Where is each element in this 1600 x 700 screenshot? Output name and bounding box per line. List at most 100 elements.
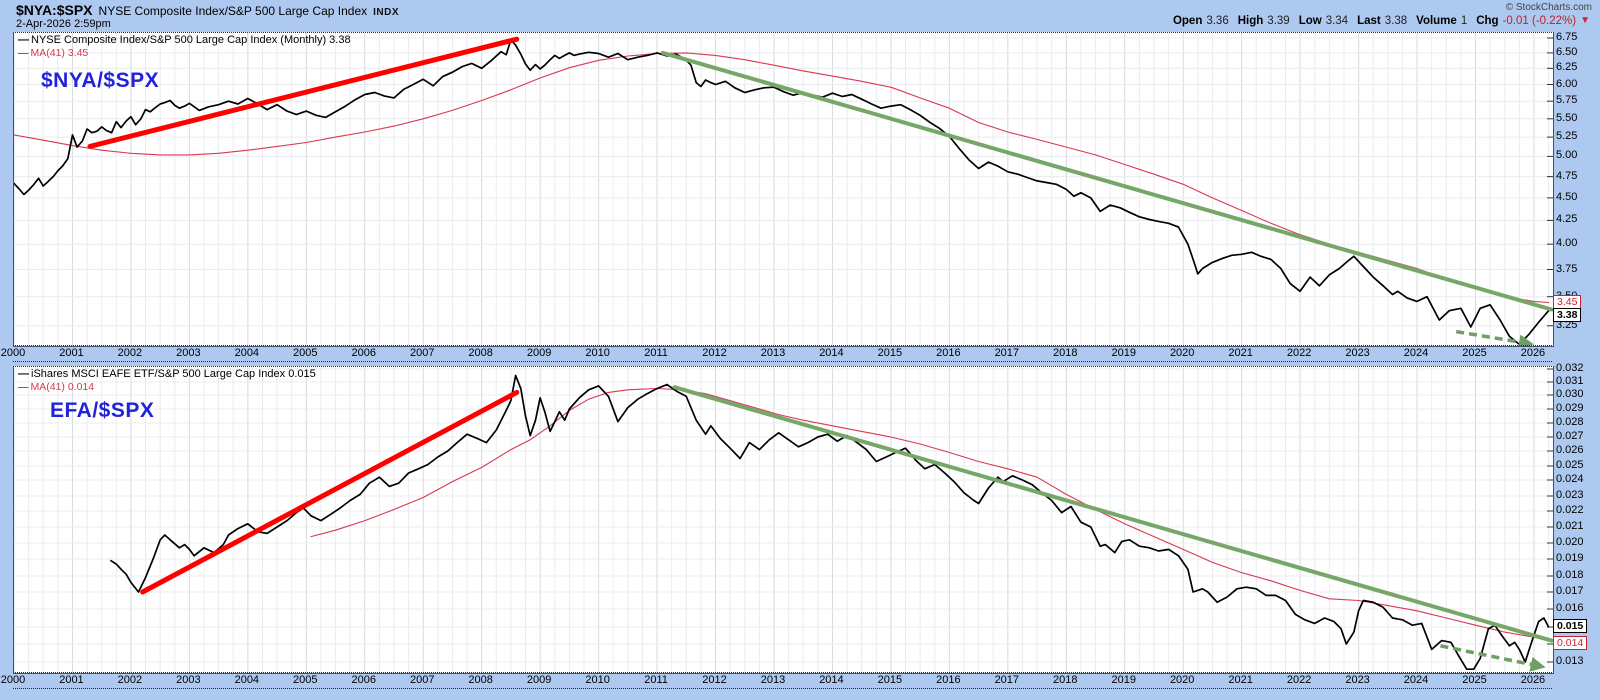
x-year-label: 2011	[644, 674, 668, 686]
y-tick-label: 6.50	[1556, 45, 1578, 58]
y-tick-label: 4.00	[1556, 237, 1578, 250]
x-year-label: 2006	[351, 347, 376, 359]
y-tick-label: 4.50	[1556, 190, 1578, 203]
y-tick-label: 0.026	[1556, 444, 1584, 456]
y-tick-label: 0.028	[1556, 416, 1584, 428]
y-tick-label: 6.25	[1556, 61, 1578, 74]
x-year-label: 2021	[1228, 347, 1253, 359]
quote-value: 1	[1460, 15, 1468, 27]
y-tick-label: 5.00	[1556, 149, 1578, 162]
y-tick-label: 0.017	[1556, 585, 1584, 597]
legend-price-nya: — NYSE Composite Index/S&P 500 Large Cap …	[18, 34, 351, 46]
x-year-label: 2011	[644, 347, 668, 359]
x-year-label: 2018	[1053, 347, 1078, 359]
x-year-label: 2023	[1345, 347, 1370, 359]
x-year-label: 2014	[819, 674, 844, 686]
x-year-label: 2008	[468, 674, 493, 686]
legend-dash-icon: —	[18, 47, 28, 59]
x-year-label: 2022	[1286, 674, 1312, 686]
x-year-label: 2018	[1053, 674, 1078, 686]
nya-spx-plot	[14, 33, 1553, 346]
x-year-label: 2020	[1169, 674, 1195, 686]
x-year-label: 2010	[585, 347, 610, 359]
x-year-label: 2023	[1345, 674, 1370, 686]
y-tick-label: 0.032	[1556, 362, 1584, 374]
x-year-label: 2024	[1403, 347, 1429, 359]
x-year-label: 2000	[0, 674, 26, 686]
x-year-label: 2016	[936, 347, 961, 359]
x-year-label: 2016	[936, 674, 961, 686]
legend-ma-nya: — MA(41) 3.45	[18, 47, 88, 59]
x-year-label: 2026	[1520, 347, 1546, 359]
y-tick-label: 5.75	[1556, 94, 1578, 107]
symbol-title: $NYA:$SPX	[16, 2, 93, 18]
x-year-label: 2014	[819, 347, 844, 359]
x-year-label: 2005	[293, 674, 318, 686]
y-tick-label: 0.029	[1556, 402, 1584, 414]
watermark-efa-spx: EFA/$SPX	[50, 399, 155, 422]
y-tick-label: 0.024	[1556, 473, 1584, 485]
x-year-label: 2010	[585, 674, 610, 686]
efa-spx-plot	[14, 367, 1553, 673]
y-tick-label: 4.75	[1556, 169, 1578, 182]
x-year-label: 2015	[877, 674, 903, 686]
x-year-label: 2015	[877, 347, 903, 359]
x-year-label: 2005	[293, 347, 318, 359]
legend-ma-label: MA(41) 0.014	[30, 381, 95, 393]
x-year-label: 2004	[234, 347, 260, 359]
y-tick-label: 0.013	[1556, 655, 1584, 667]
quote-value: 3.39	[1267, 15, 1290, 27]
panel-efa-spx: — iShares MSCI EAFE ETF/S&P 500 Large Cap…	[13, 366, 1554, 674]
x-year-label: 2017	[994, 347, 1020, 359]
quote-value: -0.01 (-0.22%)	[1502, 15, 1577, 27]
y-tick-label: 0.030	[1556, 388, 1584, 400]
x-year-label: 2009	[526, 674, 552, 686]
x-year-label: 2003	[176, 674, 201, 686]
x-year-label: 2024	[1403, 674, 1429, 686]
quote-value: 3.38	[1384, 15, 1408, 27]
quote-value: 3.34	[1325, 15, 1349, 27]
y-tick-label: 0.020	[1556, 536, 1584, 548]
panel-nya-spx: — NYSE Composite Index/S&P 500 Large Cap …	[13, 32, 1554, 347]
quote-label: Last	[1357, 15, 1381, 27]
x-year-label: 2025	[1462, 347, 1487, 359]
x-year-label: 2012	[702, 674, 727, 686]
quote-label: High	[1237, 15, 1264, 27]
x-year-label: 2004	[234, 674, 260, 686]
x-year-label: 2007	[409, 347, 435, 359]
legend-dash-icon: —	[18, 368, 29, 380]
y-tick-label: 0.021	[1556, 520, 1584, 532]
y-tick-label: 0.023	[1556, 489, 1584, 501]
y-tick-label: 0.019	[1556, 552, 1584, 564]
last-price-box: 3.38	[1553, 308, 1582, 323]
quote-summary: Open 3.36 High 3.39 Low 3.34 Last 3.38 Volume 1 Ch…	[1164, 15, 1590, 27]
y-tick-label: 6.75	[1556, 31, 1578, 43]
x-year-label: 2001	[59, 674, 84, 686]
y-tick-label: 0.022	[1556, 504, 1584, 516]
x-year-label: 2019	[1111, 674, 1136, 686]
legend-dash-icon: —	[18, 34, 29, 46]
quote-label: Volume	[1416, 15, 1457, 27]
change-down-triangle-icon: ▼	[1580, 15, 1590, 26]
watermark-nya-spx: $NYA/$SPX	[41, 69, 160, 92]
ma-value-box: 0.014	[1553, 636, 1588, 650]
x-year-label: 2020	[1169, 347, 1195, 359]
x-year-label: 2001	[59, 347, 84, 359]
x-year-label: 2003	[176, 347, 201, 359]
x-axis-efa: 2000 2001 2002 2003 2004 2005 2006 2007 2008 2009…	[1, 672, 1552, 689]
y-tick-label: 0.025	[1556, 459, 1584, 471]
x-year-label: 2026	[1520, 674, 1546, 686]
y-tick-label: 0.027	[1556, 430, 1584, 442]
y-tick-label: 0.031	[1556, 375, 1584, 387]
copyright-text: © StockCharts.com	[1505, 2, 1592, 13]
x-year-label: 2009	[526, 347, 552, 359]
x-year-label: 2013	[760, 674, 786, 686]
x-year-label: 2002	[117, 347, 143, 359]
y-tick-label: 0.016	[1556, 602, 1584, 614]
x-year-label: 2008	[468, 347, 493, 359]
x-year-label: 2022	[1286, 347, 1312, 359]
last-price-box: 0.015	[1553, 619, 1588, 633]
exchange-tag: INDX	[373, 7, 400, 18]
chart-header: $NYA:$SPX NYSE Composite Index/S&P 500 La…	[16, 2, 399, 20]
